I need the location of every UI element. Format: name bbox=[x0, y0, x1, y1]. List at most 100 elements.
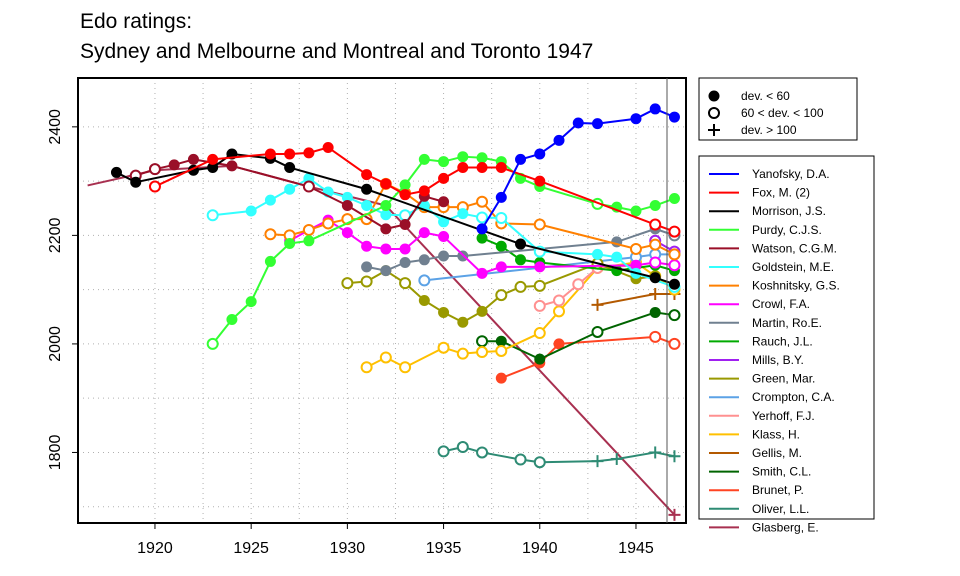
data-point bbox=[380, 265, 392, 277]
chart-title-line2: Sydney and Melbourne and Montreal and To… bbox=[80, 40, 594, 63]
data-point bbox=[649, 218, 662, 231]
data-point bbox=[553, 294, 566, 307]
data-point bbox=[303, 147, 315, 159]
series-legend: Yanofsky, D.A. Fox, M. (2) Morrison, J.S. P… bbox=[709, 167, 840, 534]
legend-label: Yerhoff, F.J. bbox=[752, 409, 815, 423]
legend-label: Yanofsky, D.A. bbox=[752, 167, 830, 181]
data-point bbox=[264, 228, 277, 241]
legend-label: Klass, H. bbox=[752, 427, 800, 441]
data-point bbox=[245, 296, 257, 308]
data-point bbox=[264, 255, 276, 267]
marker-legend-label: dev. < 60 bbox=[741, 89, 790, 103]
data-point bbox=[399, 361, 412, 374]
data-point bbox=[495, 289, 508, 302]
data-point bbox=[399, 189, 411, 201]
data-point bbox=[380, 223, 392, 235]
data-point bbox=[110, 166, 122, 178]
legend-label: Purdy, C.J.S. bbox=[752, 223, 822, 237]
data-point bbox=[206, 209, 219, 222]
y-tick-label: 2000 bbox=[47, 326, 64, 362]
series-line bbox=[87, 164, 676, 516]
x-tick-label: 1945 bbox=[618, 540, 654, 557]
data-point bbox=[457, 151, 469, 163]
data-point bbox=[418, 254, 430, 266]
data-point bbox=[649, 446, 662, 459]
data-point bbox=[572, 117, 584, 129]
data-point bbox=[533, 327, 546, 340]
data-point bbox=[226, 160, 238, 172]
data-point bbox=[264, 194, 276, 206]
data-point bbox=[476, 346, 489, 359]
data-point bbox=[284, 238, 296, 250]
legend-label: Morrison, J.S. bbox=[752, 204, 826, 218]
legend-label: Mills, B.Y. bbox=[752, 353, 804, 367]
data-point bbox=[495, 344, 508, 357]
data-point bbox=[495, 372, 507, 384]
data-point bbox=[476, 446, 489, 459]
legend-label: Fox, M. (2) bbox=[752, 186, 810, 200]
legend-label: Smith, C.L. bbox=[752, 465, 811, 479]
data-point bbox=[303, 235, 315, 247]
data-point bbox=[438, 156, 450, 168]
data-point bbox=[708, 107, 720, 119]
data-point bbox=[380, 209, 392, 221]
data-point bbox=[418, 153, 430, 165]
y-tick-label: 2400 bbox=[47, 109, 64, 145]
series-layer bbox=[87, 103, 681, 521]
data-point bbox=[668, 450, 681, 463]
data-point bbox=[226, 313, 238, 325]
data-point bbox=[533, 279, 546, 292]
y-tick-label: 2200 bbox=[47, 217, 64, 253]
plot-frame bbox=[77, 77, 687, 524]
data-point bbox=[399, 277, 412, 290]
data-point bbox=[168, 159, 180, 171]
data-point bbox=[630, 205, 642, 217]
data-point bbox=[476, 195, 489, 208]
data-point bbox=[514, 453, 527, 466]
legend-label: Koshnitsky, G.S. bbox=[752, 279, 840, 293]
data-point bbox=[399, 219, 411, 231]
data-point bbox=[553, 305, 566, 318]
data-point bbox=[341, 200, 353, 212]
data-point bbox=[534, 175, 546, 187]
data-point bbox=[476, 232, 488, 244]
data-point bbox=[534, 261, 546, 273]
data-point bbox=[379, 351, 392, 364]
legend-label: Rauch, J.L. bbox=[752, 334, 813, 348]
data-point bbox=[591, 325, 604, 338]
data-point bbox=[418, 185, 430, 197]
data-point bbox=[708, 124, 720, 136]
data-point bbox=[649, 200, 661, 212]
legend-label: Oliver, L.L. bbox=[752, 502, 809, 516]
data-point bbox=[476, 267, 488, 279]
axes: 1920 1925 1930 1935 1940 1945 1800 2000 2200 2400 bbox=[47, 109, 654, 557]
series-line bbox=[424, 253, 675, 282]
data-point bbox=[668, 278, 680, 290]
marker-legend: dev. < 60 60 < dev. < 100 dev. > 100 bbox=[708, 89, 824, 137]
data-point bbox=[630, 113, 642, 125]
series-line bbox=[481, 107, 675, 230]
data-point bbox=[495, 162, 507, 174]
data-point bbox=[515, 153, 527, 165]
data-point bbox=[360, 275, 373, 288]
data-point bbox=[148, 180, 161, 193]
data-point bbox=[380, 200, 392, 212]
data-point bbox=[708, 90, 720, 102]
data-point bbox=[476, 152, 488, 164]
data-point bbox=[341, 277, 354, 290]
data-point bbox=[553, 338, 565, 350]
data-point bbox=[668, 508, 681, 521]
data-point bbox=[649, 287, 662, 300]
data-point bbox=[130, 176, 142, 188]
data-point bbox=[437, 341, 450, 354]
data-point bbox=[515, 238, 527, 250]
data-point bbox=[610, 452, 623, 465]
data-point bbox=[457, 162, 469, 174]
data-point bbox=[457, 316, 469, 328]
marker-legend-label: 60 < dev. < 100 bbox=[741, 106, 824, 120]
data-point bbox=[495, 212, 508, 225]
chart-title-line1: Edo ratings: bbox=[80, 10, 193, 33]
data-point bbox=[668, 259, 681, 272]
data-point bbox=[668, 248, 681, 261]
